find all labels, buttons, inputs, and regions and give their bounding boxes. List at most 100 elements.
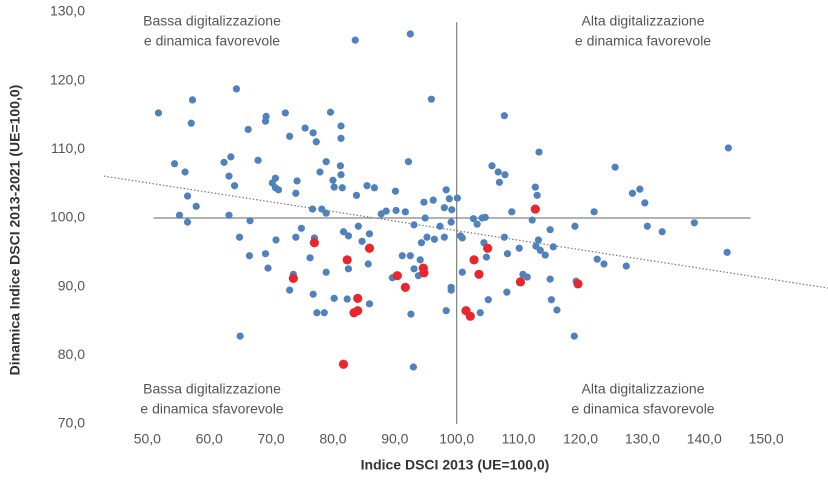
data-point — [622, 262, 630, 270]
data-point — [245, 252, 254, 260]
data-point — [391, 187, 400, 195]
data-point — [440, 204, 448, 212]
data-point — [175, 211, 184, 219]
data-point — [254, 156, 262, 164]
data-point — [181, 168, 189, 176]
data-point — [546, 226, 554, 234]
data-point — [410, 221, 418, 229]
data-point — [523, 273, 531, 281]
data-point — [515, 277, 526, 287]
data-point — [658, 228, 666, 236]
quadrant-label: Alta digitalizzazione — [582, 381, 705, 397]
data-point — [469, 255, 479, 265]
data-point — [309, 238, 319, 248]
data-point — [445, 195, 453, 203]
y-axis-title: Dinamica Indice DSCI 2013-2021 (UE=100,0… — [7, 85, 23, 376]
y-tick-label: 90,0 — [58, 277, 85, 293]
data-point — [382, 207, 390, 215]
data-point — [501, 171, 509, 179]
quadrant-label: e dinamica sfavorevole — [571, 401, 714, 417]
data-point — [400, 282, 410, 292]
data-point — [541, 251, 549, 259]
x-tick-label: 70,0 — [257, 431, 284, 447]
data-point — [322, 268, 330, 276]
data-point — [427, 95, 435, 103]
x-tick-label: 60,0 — [196, 431, 223, 447]
data-point — [536, 246, 544, 254]
data-point — [358, 237, 366, 245]
data-point — [406, 30, 414, 38]
data-point — [724, 144, 732, 152]
data-point — [352, 191, 361, 199]
data-point — [534, 236, 543, 244]
data-point — [448, 206, 456, 214]
data-point — [590, 208, 598, 216]
data-point — [458, 268, 466, 276]
data-point — [419, 268, 429, 278]
data-point — [225, 211, 233, 219]
data-point — [406, 252, 414, 260]
data-point — [570, 332, 578, 340]
data-point — [170, 160, 179, 168]
data-point — [338, 184, 346, 192]
y-tick-label: 100,0 — [50, 209, 85, 225]
data-point — [404, 158, 413, 166]
data-point — [442, 186, 450, 194]
data-point — [230, 182, 239, 190]
data-point — [351, 36, 359, 44]
data-point — [336, 162, 344, 170]
data-point — [409, 363, 418, 371]
data-point — [447, 218, 455, 226]
data-point — [398, 252, 406, 260]
x-tick-label: 120,0 — [563, 431, 598, 447]
data-point — [154, 109, 163, 117]
data-point — [447, 283, 455, 291]
data-point — [364, 260, 372, 268]
data-point — [474, 269, 484, 279]
data-point — [442, 307, 450, 315]
x-tick-label: 140,0 — [687, 431, 722, 447]
data-point — [297, 224, 305, 232]
data-point — [515, 244, 523, 252]
data-point — [308, 205, 317, 213]
data-point — [286, 132, 294, 140]
data-point — [309, 129, 317, 137]
data-point — [641, 199, 649, 207]
data-point — [416, 256, 424, 264]
data-point — [410, 265, 418, 273]
quadrant-label: e dinamica favorevole — [575, 33, 711, 49]
data-point — [546, 275, 554, 283]
data-point — [236, 332, 244, 340]
data-point — [483, 243, 493, 253]
data-point — [553, 306, 561, 314]
data-point — [354, 222, 362, 230]
y-tick-label: 110,0 — [51, 140, 85, 156]
data-point — [330, 294, 338, 302]
data-point — [261, 250, 270, 258]
data-point — [531, 183, 539, 191]
data-point — [188, 96, 197, 104]
data-point — [292, 233, 300, 241]
data-point — [293, 177, 301, 185]
data-point — [453, 194, 461, 202]
data-point — [488, 162, 496, 170]
quadrant-label: Alta digitalizzazione — [582, 13, 705, 29]
data-point — [312, 138, 320, 146]
data-point — [600, 260, 608, 268]
data-point — [274, 186, 283, 194]
data-point — [187, 119, 195, 127]
data-point — [573, 279, 583, 289]
data-point — [288, 273, 298, 284]
data-point — [392, 271, 402, 281]
x-tick-label: 90,0 — [381, 431, 408, 447]
data-point — [593, 255, 601, 263]
data-point — [392, 206, 400, 215]
data-point — [326, 108, 335, 116]
quadrant-label: Bassa digitalizzazione — [143, 13, 281, 29]
data-point — [337, 134, 345, 142]
data-point — [329, 176, 337, 184]
data-point — [365, 300, 374, 308]
data-point — [458, 234, 466, 242]
data-point — [365, 230, 374, 238]
